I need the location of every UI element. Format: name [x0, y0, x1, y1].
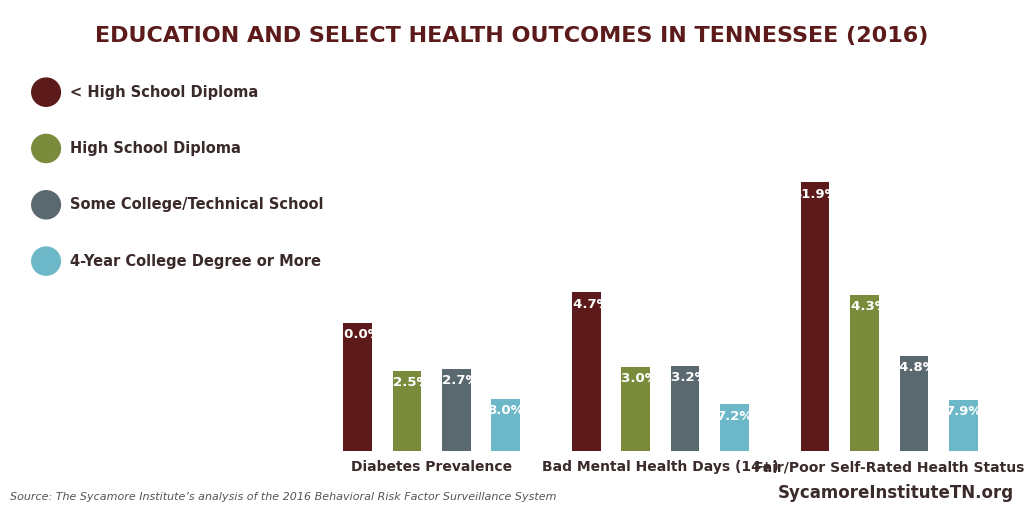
Bar [801, 182, 829, 451]
Bar [850, 295, 879, 451]
Bar [949, 400, 978, 451]
Bar [671, 366, 699, 451]
Text: 41.9%: 41.9% [793, 187, 838, 201]
Text: 14.8%: 14.8% [891, 361, 937, 374]
Text: 4-Year College Degree or More: 4-Year College Degree or More [70, 253, 321, 269]
Text: 7.9%: 7.9% [945, 405, 982, 418]
Bar [392, 371, 421, 451]
Bar [720, 404, 749, 451]
Text: 8.0%: 8.0% [487, 404, 524, 417]
Text: Some College/Technical School: Some College/Technical School [70, 197, 324, 212]
Text: SycamoreInstituteTN.org: SycamoreInstituteTN.org [777, 484, 1014, 502]
Bar [572, 292, 601, 451]
Text: 12.7%: 12.7% [433, 374, 479, 388]
Text: 12.5%: 12.5% [384, 376, 430, 389]
Bar [900, 356, 929, 451]
Text: 7.2%: 7.2% [717, 410, 753, 422]
Text: 20.0%: 20.0% [335, 328, 381, 340]
Text: 24.3%: 24.3% [842, 300, 888, 313]
Text: EDUCATION AND SELECT HEALTH OUTCOMES IN TENNESSEE (2016): EDUCATION AND SELECT HEALTH OUTCOMES IN … [95, 26, 929, 46]
Bar [492, 399, 520, 451]
Text: 13.0%: 13.0% [612, 373, 658, 386]
Text: High School Diploma: High School Diploma [70, 141, 241, 156]
Bar [442, 369, 471, 451]
Text: < High School Diploma: < High School Diploma [70, 84, 258, 100]
Text: 13.2%: 13.2% [663, 371, 708, 384]
Text: Source: The Sycamore Institute’s analysis of the 2016 Behavioral Risk Factor Sur: Source: The Sycamore Institute’s analysi… [10, 492, 557, 502]
Bar [622, 368, 650, 451]
Bar [343, 323, 372, 451]
Text: 24.7%: 24.7% [563, 297, 609, 311]
